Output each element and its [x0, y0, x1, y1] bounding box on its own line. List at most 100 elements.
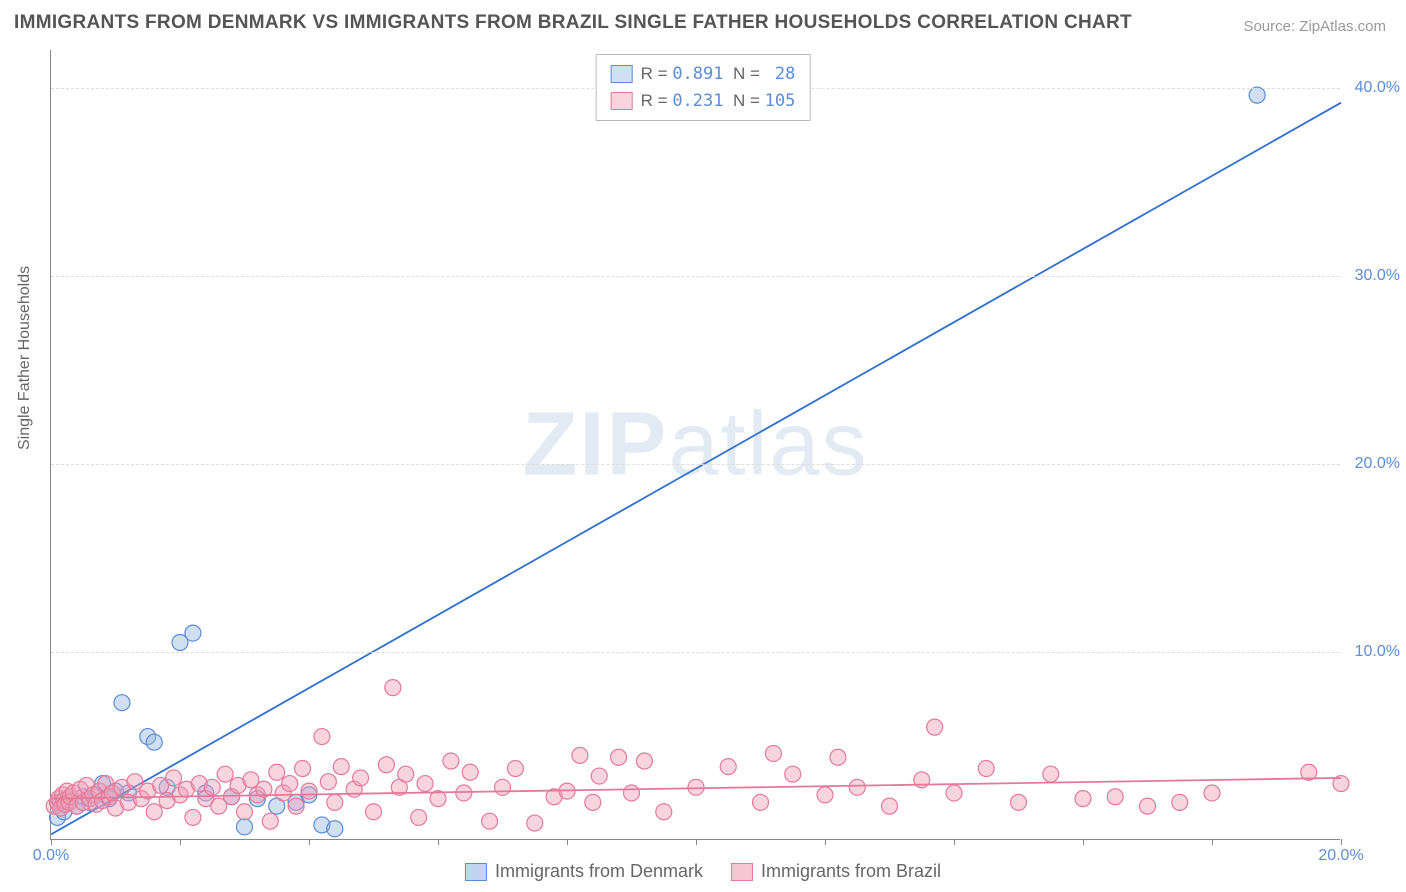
- scatter-point: [927, 719, 943, 735]
- scatter-point: [385, 680, 401, 696]
- scatter-point: [656, 804, 672, 820]
- x-tick-label: 0.0%: [33, 847, 69, 865]
- plot-svg: [51, 50, 1340, 839]
- y-axis-label: Single Father Households: [16, 266, 34, 450]
- scatter-point: [1011, 794, 1027, 810]
- scatter-point: [946, 785, 962, 801]
- x-tick-mark: [309, 839, 310, 845]
- legend-correlation-row: R = 0.231 N = 105: [611, 88, 796, 115]
- scatter-point: [1140, 798, 1156, 814]
- x-tick-mark: [1212, 839, 1213, 845]
- scatter-point: [327, 821, 343, 837]
- chart-plot-area: ZIPatlas 10.0%20.0%30.0%40.0%0.0%20.0%: [50, 50, 1340, 840]
- scatter-point: [830, 749, 846, 765]
- scatter-point: [146, 734, 162, 750]
- scatter-point: [495, 779, 511, 795]
- y-tick-label: 10.0%: [1355, 643, 1400, 661]
- scatter-point: [591, 768, 607, 784]
- scatter-point: [333, 759, 349, 775]
- legend-swatch: [731, 863, 753, 881]
- scatter-point: [624, 785, 640, 801]
- scatter-point: [1172, 794, 1188, 810]
- scatter-point: [185, 625, 201, 641]
- legend-series: Immigrants from Denmark Immigrants from B…: [465, 861, 941, 882]
- scatter-point: [320, 774, 336, 790]
- scatter-point: [378, 757, 394, 773]
- scatter-point: [1043, 766, 1059, 782]
- scatter-point: [720, 759, 736, 775]
- x-tick-mark: [954, 839, 955, 845]
- scatter-point: [636, 753, 652, 769]
- scatter-point: [282, 776, 298, 792]
- legend-series-label: Immigrants from Denmark: [495, 861, 703, 882]
- x-tick-mark: [567, 839, 568, 845]
- scatter-point: [1075, 791, 1091, 807]
- regression-line: [51, 103, 1341, 835]
- scatter-point: [572, 747, 588, 763]
- scatter-point: [882, 798, 898, 814]
- scatter-point: [817, 787, 833, 803]
- x-tick-mark: [438, 839, 439, 845]
- legend-correlation-text: R = 0.891 N = 28: [641, 61, 796, 88]
- scatter-point: [146, 804, 162, 820]
- scatter-point: [269, 764, 285, 780]
- scatter-point: [217, 766, 233, 782]
- scatter-point: [753, 794, 769, 810]
- scatter-point: [611, 749, 627, 765]
- x-tick-mark: [1083, 839, 1084, 845]
- gridline: [51, 276, 1340, 277]
- scatter-point: [585, 794, 601, 810]
- scatter-point: [114, 695, 130, 711]
- scatter-point: [398, 766, 414, 782]
- scatter-point: [411, 809, 427, 825]
- scatter-point: [849, 779, 865, 795]
- scatter-point: [301, 783, 317, 799]
- legend-swatch: [611, 92, 633, 110]
- scatter-point: [417, 776, 433, 792]
- scatter-point: [262, 813, 278, 829]
- scatter-point: [978, 761, 994, 777]
- y-tick-label: 30.0%: [1355, 267, 1400, 285]
- x-tick-mark: [696, 839, 697, 845]
- legend-swatch: [611, 65, 633, 83]
- scatter-point: [1204, 785, 1220, 801]
- legend-correlation: R = 0.891 N = 28R = 0.231 N = 105: [596, 54, 811, 121]
- y-tick-label: 40.0%: [1355, 79, 1400, 97]
- scatter-point: [353, 770, 369, 786]
- scatter-point: [327, 794, 343, 810]
- legend-correlation-text: R = 0.231 N = 105: [641, 88, 796, 115]
- scatter-point: [237, 819, 253, 835]
- source-attribution: Source: ZipAtlas.com: [1243, 18, 1386, 35]
- scatter-point: [1249, 87, 1265, 103]
- chart-title: IMMIGRANTS FROM DENMARK VS IMMIGRANTS FR…: [14, 12, 1132, 34]
- x-tick-mark: [180, 839, 181, 845]
- legend-correlation-row: R = 0.891 N = 28: [611, 61, 796, 88]
- scatter-point: [1107, 789, 1123, 805]
- scatter-point: [366, 804, 382, 820]
- scatter-point: [527, 815, 543, 831]
- scatter-point: [288, 798, 304, 814]
- legend-series-item: Immigrants from Denmark: [465, 861, 703, 882]
- scatter-point: [166, 770, 182, 786]
- x-tick-mark: [825, 839, 826, 845]
- scatter-point: [785, 766, 801, 782]
- y-tick-label: 20.0%: [1355, 455, 1400, 473]
- scatter-point: [507, 761, 523, 777]
- scatter-point: [185, 809, 201, 825]
- legend-series-label: Immigrants from Brazil: [761, 861, 941, 882]
- scatter-point: [237, 804, 253, 820]
- legend-swatch: [465, 863, 487, 881]
- x-tick-mark: [1341, 839, 1342, 845]
- scatter-point: [443, 753, 459, 769]
- x-tick-label: 20.0%: [1318, 847, 1363, 865]
- x-tick-mark: [51, 839, 52, 845]
- scatter-point: [204, 779, 220, 795]
- gridline: [51, 652, 1340, 653]
- scatter-point: [295, 761, 311, 777]
- scatter-point: [765, 745, 781, 761]
- scatter-point: [462, 764, 478, 780]
- scatter-point: [482, 813, 498, 829]
- legend-series-item: Immigrants from Brazil: [731, 861, 941, 882]
- scatter-point: [314, 729, 330, 745]
- gridline: [51, 464, 1340, 465]
